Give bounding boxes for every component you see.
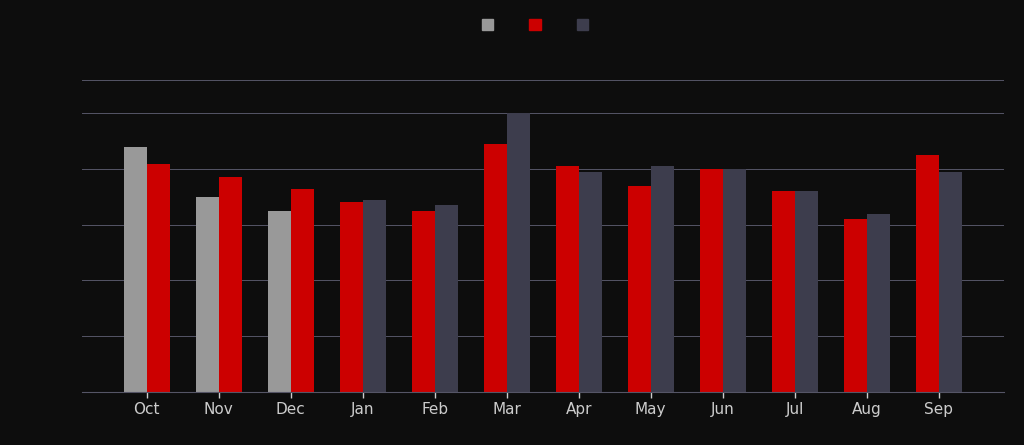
Bar [699, 169, 723, 392]
Bar [124, 147, 146, 392]
Bar [723, 169, 745, 392]
Bar [340, 202, 362, 392]
Bar [435, 205, 458, 392]
Bar [844, 219, 866, 392]
Bar [507, 113, 529, 392]
Bar [866, 214, 890, 392]
Bar [650, 166, 674, 392]
Bar [267, 211, 291, 392]
Bar [196, 197, 219, 392]
Legend:  ,  ,  : , , [482, 19, 603, 32]
Bar [579, 172, 602, 392]
Bar [291, 189, 313, 392]
Bar [146, 164, 170, 392]
Bar [628, 186, 650, 392]
Bar [772, 191, 795, 392]
Bar [219, 178, 242, 392]
Bar [483, 144, 507, 392]
Bar [362, 200, 386, 392]
Bar [915, 155, 939, 392]
Bar [412, 211, 435, 392]
Bar [556, 166, 579, 392]
Bar [795, 191, 818, 392]
Bar [939, 172, 962, 392]
